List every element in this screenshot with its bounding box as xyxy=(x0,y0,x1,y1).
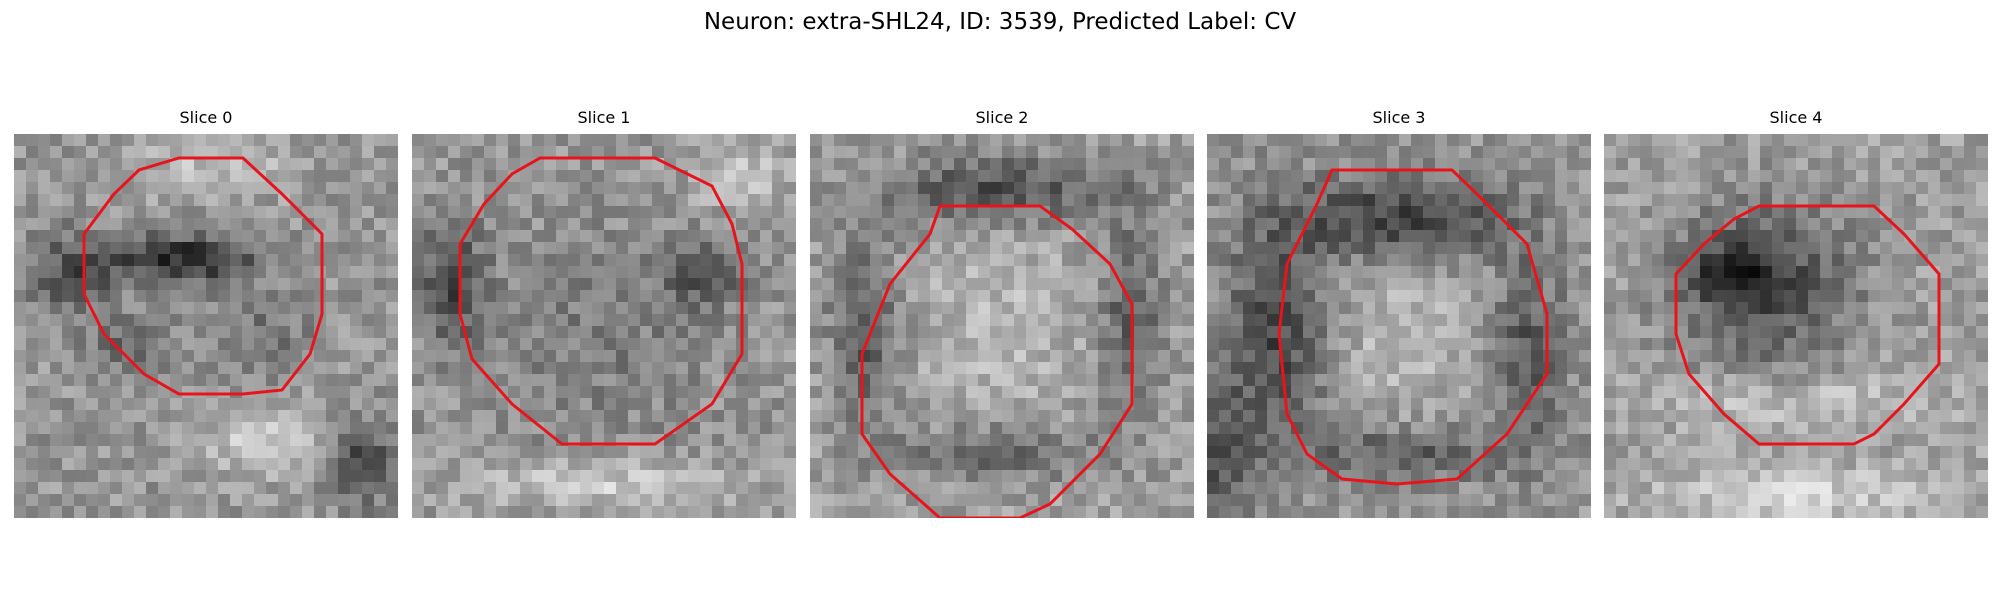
slice-image xyxy=(1207,134,1591,518)
slice-image xyxy=(412,134,796,518)
pixel-grid xyxy=(14,134,398,518)
slice-image xyxy=(14,134,398,518)
pixel-grid xyxy=(412,134,796,518)
pixel-grid xyxy=(1604,134,1988,518)
slice-image xyxy=(1604,134,1988,518)
figure-title: Neuron: extra-SHL24, ID: 3539, Predicted… xyxy=(0,6,2000,38)
slice-title: Slice 1 xyxy=(412,106,796,130)
slice-title: Slice 4 xyxy=(1604,106,1988,130)
slice-title: Slice 2 xyxy=(810,106,1194,130)
pixel-grid xyxy=(810,134,1194,518)
slice-title: Slice 0 xyxy=(14,106,398,130)
slice-title: Slice 3 xyxy=(1207,106,1591,130)
slice-image xyxy=(810,134,1194,518)
pixel-grid xyxy=(1207,134,1591,518)
